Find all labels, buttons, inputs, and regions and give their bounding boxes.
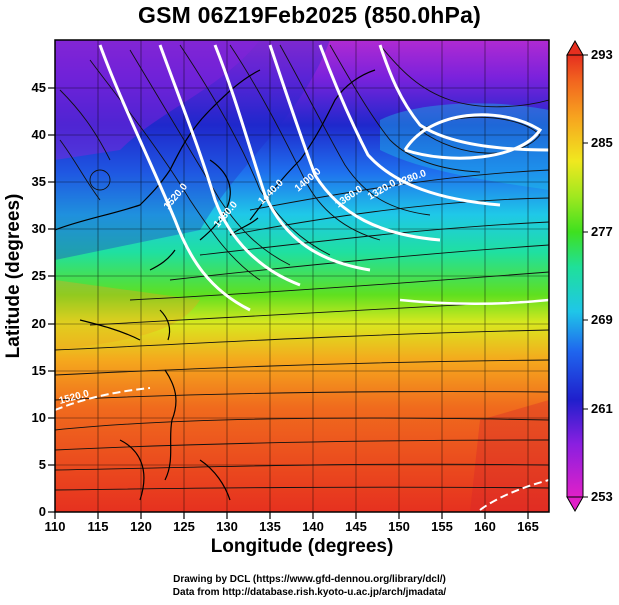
- x-tick-label: 165: [517, 519, 539, 534]
- y-tick-label: 5: [39, 457, 46, 472]
- x-tick-label: 160: [474, 519, 496, 534]
- x-axis-label: Longitude (degrees): [210, 536, 394, 557]
- height-contours: [55, 44, 549, 511]
- y-tick-label: 25: [32, 268, 46, 283]
- temperature-field: 1520.0 1480.0 1440.0 1400.0 1360.0 1320.…: [55, 40, 549, 512]
- credit-drawing: Drawing by DCL (https://www.gfd-dennou.o…: [173, 574, 446, 585]
- y-axis: 0 5 10 15 20 25 30 35 40 45: [32, 80, 55, 519]
- coastlines: [55, 69, 376, 501]
- y-tick-label: 45: [32, 80, 46, 95]
- colorbar: 253 261 269 277 285 293: [566, 39, 613, 513]
- colorbar-tick-label: 261: [591, 401, 613, 416]
- y-tick-label: 40: [32, 127, 46, 142]
- x-tick-label: 115: [88, 519, 109, 534]
- x-tick-label: 110: [45, 519, 66, 534]
- colorbar-min-arrow: [566, 496, 584, 513]
- x-tick-label: 135: [259, 519, 281, 534]
- x-tick-label: 120: [130, 519, 152, 534]
- colorbar-tick-label: 277: [591, 224, 613, 239]
- x-tick-label: 155: [431, 519, 453, 534]
- x-tick-label: 140: [302, 519, 324, 534]
- x-tick-label: 125: [173, 519, 195, 534]
- y-tick-label: 10: [32, 410, 46, 425]
- x-tick-label: 130: [216, 519, 238, 534]
- colorbar-tick-label: 253: [591, 489, 613, 504]
- colorbar-tick-label: 269: [591, 312, 613, 327]
- x-tick-label: 145: [345, 519, 367, 534]
- y-tick-label: 30: [32, 221, 46, 236]
- y-tick-label: 0: [39, 504, 46, 519]
- y-tick-label: 15: [32, 363, 46, 378]
- map-title: GSM 06Z19Feb2025 (850.0hPa): [138, 2, 481, 28]
- y-tick-label: 35: [32, 174, 46, 189]
- wind-streamlines: [55, 44, 549, 491]
- credit-data-source: Data from http://database.rish.kyoto-u.a…: [172, 587, 447, 598]
- y-axis-label: Latitude (degrees): [3, 193, 24, 359]
- x-axis: 110 115 120 125 130 135 140 145 150 155 …: [45, 512, 539, 534]
- colorbar-tick-label: 285: [591, 135, 613, 150]
- colorbar-max-arrow: [566, 39, 584, 56]
- y-tick-label: 20: [32, 316, 46, 331]
- x-tick-label: 150: [388, 519, 410, 534]
- colorbar-tick-label: 293: [591, 47, 613, 62]
